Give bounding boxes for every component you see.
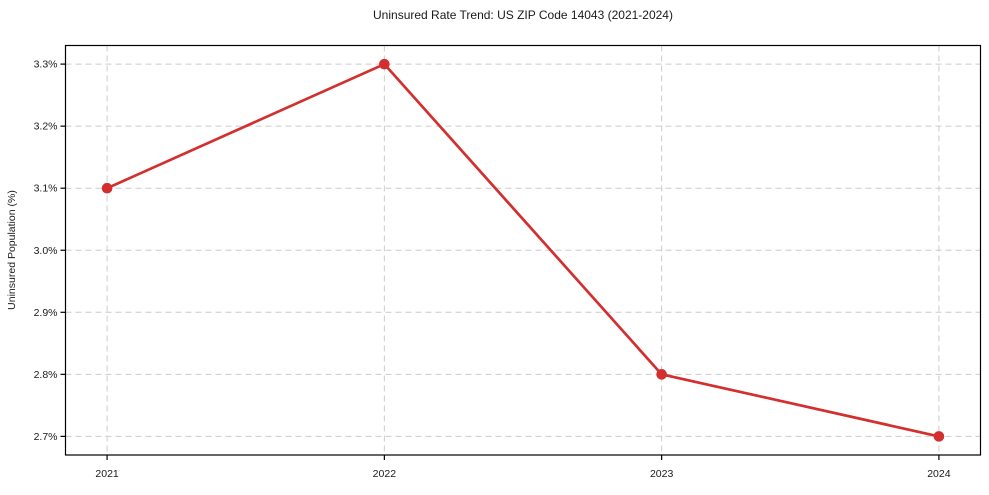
data-point-marker <box>656 369 667 380</box>
y-tick-label: 2.9% <box>34 307 58 319</box>
x-tick-label: 2022 <box>373 468 397 480</box>
chart-title: Uninsured Rate Trend: US ZIP Code 14043 … <box>373 8 673 22</box>
x-tick-label: 2023 <box>650 468 674 480</box>
gridlines <box>65 45 981 455</box>
data-point-marker <box>101 182 113 194</box>
data-point-marker <box>379 58 390 70</box>
y-axis-label: Uninsured Population (%) <box>6 190 18 310</box>
x-tick-label: 2024 <box>927 468 951 480</box>
y-tick-label: 3.3% <box>34 59 58 71</box>
y-tick-label: 3.2% <box>34 121 58 133</box>
data-point-marker <box>933 431 945 442</box>
x-tick-label: 2021 <box>95 468 119 480</box>
trend-series <box>101 58 945 442</box>
y-tick-label: 2.8% <box>34 369 58 381</box>
y-tick-label: 2.7% <box>34 431 58 443</box>
y-tick-label: 3.0% <box>34 245 58 257</box>
y-tick-label: 3.1% <box>34 183 58 195</box>
trend-line <box>105 62 941 438</box>
axis-ticks <box>60 63 940 460</box>
axis-tick-labels: 2.7% 2.8% 2.9% 3.0% 3.1% 3.2% 3.3% 2021 2022 2023… <box>34 59 951 480</box>
